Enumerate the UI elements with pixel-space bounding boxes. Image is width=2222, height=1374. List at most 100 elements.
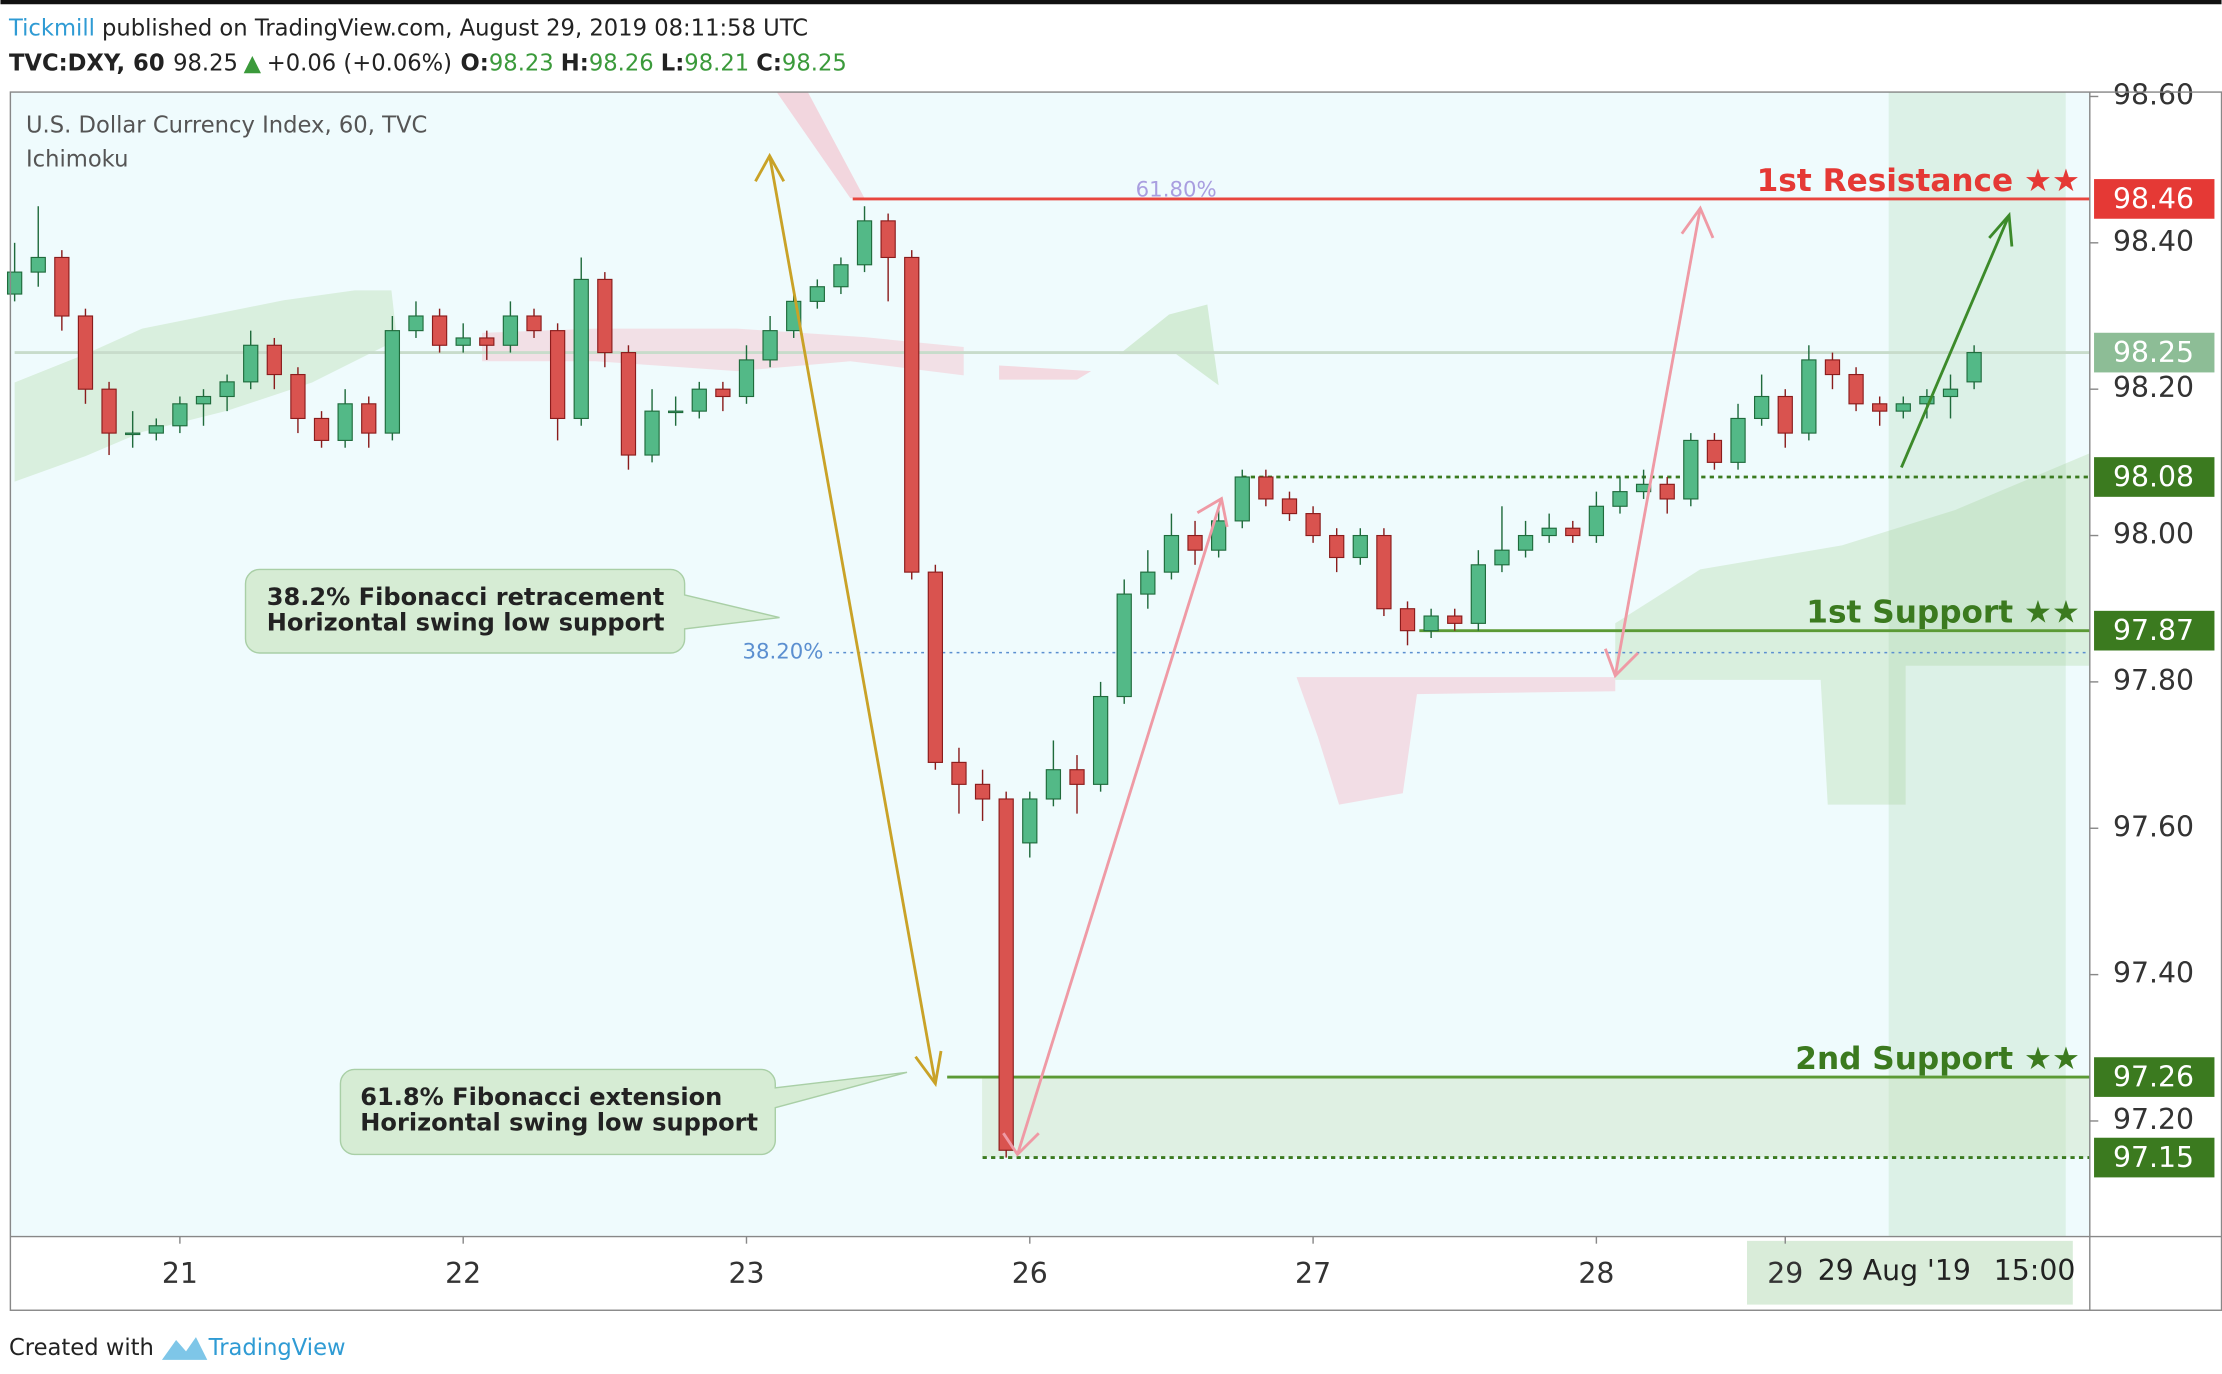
candle-body: [998, 798, 1014, 1151]
candle-body: [1966, 352, 1982, 383]
candle-body: [856, 220, 873, 266]
candle-body: [479, 337, 495, 346]
arrow-line: [1613, 207, 1702, 676]
arrow-head: [1680, 205, 1715, 239]
candle-body: [1116, 593, 1132, 698]
price-box: [2094, 332, 2215, 373]
candle-body: [148, 425, 164, 434]
candle-body: [1423, 615, 1439, 632]
candle-body: [1187, 534, 1203, 551]
arrow-head: [914, 1050, 943, 1088]
y-tick-label: 98.60: [2113, 78, 2194, 111]
candle-body: [620, 352, 637, 456]
cloud: [14, 290, 398, 482]
arrow-head: [1196, 496, 1229, 528]
candle-body: [1541, 527, 1557, 537]
candle-body: [1211, 520, 1227, 551]
candle-body: [1470, 564, 1486, 624]
level-label: 1st Support ★★: [1806, 595, 2080, 631]
callout-text: Horizontal swing low support: [267, 608, 665, 636]
change: +0.06 (+0.06%): [267, 50, 452, 76]
candle-body: [691, 388, 707, 412]
callout-text: 38.2% Fibonacci retracement: [267, 583, 664, 611]
candle-body: [77, 315, 94, 390]
candle-body: [974, 783, 991, 800]
candle-body: [668, 410, 684, 414]
candle-body: [526, 315, 542, 332]
candle-body: [172, 403, 188, 427]
candle-body: [644, 410, 660, 456]
x-tick-label: 27: [1295, 1257, 1331, 1290]
price-box-label: 98.08: [2113, 460, 2194, 493]
candle-body: [1447, 615, 1463, 624]
price-box: [2094, 1137, 2215, 1178]
price-box: [2094, 179, 2215, 219]
candle-body: [1872, 403, 1888, 412]
y-axis-bg: [2089, 92, 2222, 1237]
candle-body: [408, 315, 424, 332]
candle-body: [715, 388, 731, 398]
arrow-line: [1900, 214, 2011, 468]
candle-body: [738, 359, 755, 398]
arrow-head: [1002, 1132, 1040, 1157]
level-label: 1st Resistance ★★: [1757, 163, 2080, 199]
highlight-band: [1888, 92, 2066, 1237]
axes: 97.20 97.40 97.60 97.80 98.00 98.20 98.40 98.60…: [162, 78, 2222, 1290]
cloud: [999, 365, 1092, 380]
candle-body: [762, 330, 778, 361]
candle-body: [1777, 395, 1793, 434]
footer-created: Created with: [9, 1335, 154, 1361]
price-box: [2094, 1057, 2215, 1097]
last: 98.25: [173, 50, 238, 76]
candle-body: [243, 344, 259, 383]
price-box: [2094, 610, 2215, 651]
candle-body: [1588, 505, 1605, 537]
x-tick-label: 29: [1767, 1257, 1803, 1290]
candle-body: [502, 315, 519, 346]
x-tick-label: 26: [1012, 1257, 1048, 1290]
callout-text: 61.8% Fibonacci extension: [360, 1083, 722, 1111]
candle-body: [125, 432, 141, 436]
candle-body: [1517, 534, 1534, 551]
candle-body: [1352, 534, 1368, 559]
candle-body: [1753, 395, 1770, 420]
cloud: [1615, 453, 2090, 805]
legend-indicator: Ichimoku: [26, 147, 129, 173]
crosshair-time: 15:00: [1994, 1254, 2076, 1287]
x-tick-label: 23: [728, 1257, 764, 1290]
footer-brand: TradingView: [208, 1335, 346, 1361]
l-value: 98.21: [684, 50, 749, 76]
fib-label: 38.20%: [742, 640, 823, 665]
candle-body: [1919, 395, 1935, 405]
candle-body: [1659, 483, 1675, 500]
candle-body: [1092, 695, 1109, 785]
candle-body: [337, 403, 353, 441]
o-label: O:: [461, 50, 489, 76]
y-tick-label: 97.60: [2113, 810, 2194, 843]
c-label: C:: [756, 50, 782, 76]
candle-body: [951, 761, 967, 785]
y-tick-label: 98.20: [2113, 371, 2194, 404]
price-box: [2094, 457, 2215, 497]
callout: [244, 568, 780, 654]
legend-title: U.S. Dollar Currency Index, 60, TVC: [26, 113, 427, 139]
candle-body: [1612, 491, 1628, 507]
candle-body: [1895, 403, 1911, 412]
cloud: [1119, 304, 1219, 386]
callout: [339, 1068, 908, 1156]
arrow-line: [768, 155, 937, 1084]
fib-connector: [776, 92, 865, 199]
candle-body: [219, 381, 235, 398]
candle-body: [1399, 608, 1416, 632]
candle-body: [549, 330, 566, 420]
candle-body: [904, 256, 920, 573]
candle-body: [1140, 571, 1156, 595]
candle-body: [266, 344, 282, 376]
support-zone: [982, 1076, 2090, 1158]
candle-body: [431, 315, 448, 346]
l-label: L:: [661, 50, 685, 76]
candle-body: [1683, 439, 1699, 500]
x-tick-label: 22: [445, 1257, 481, 1290]
level-label: 2nd Support ★★: [1795, 1041, 2080, 1077]
